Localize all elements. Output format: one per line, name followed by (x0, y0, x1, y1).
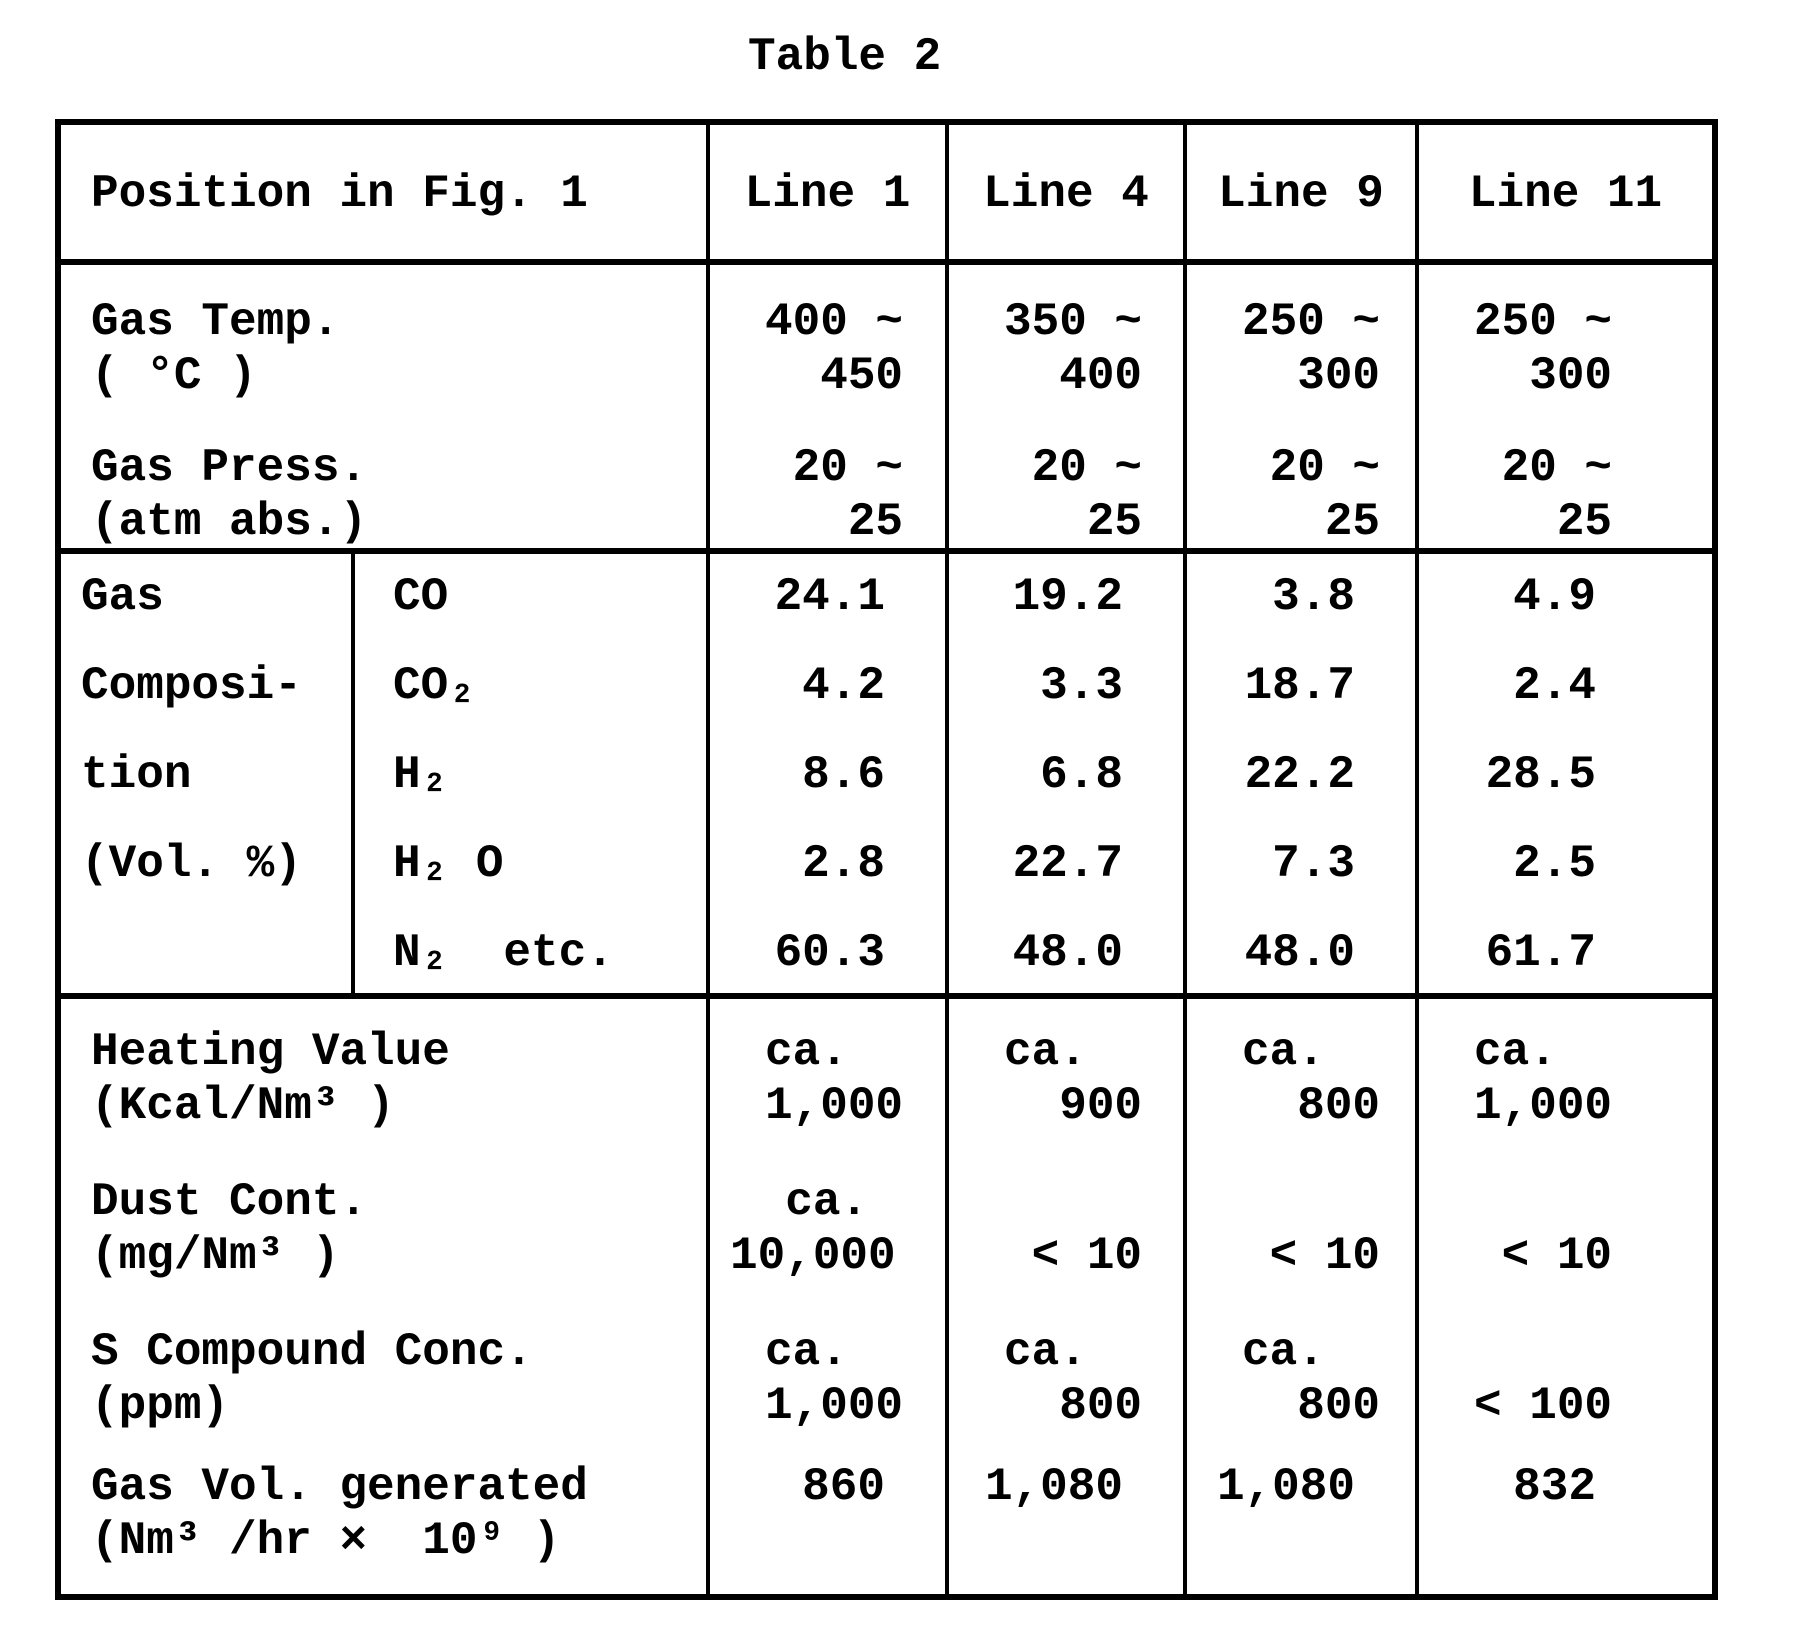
gas-temp-value-line-1: 400 ~ 450 (706, 265, 945, 417)
table-title: Table 2 (748, 31, 942, 83)
gas-press-value-line-11: 20 ~ 25 (1415, 417, 1712, 554)
dust-content-label: Dust Cont. (mg/Nm³ ) (91, 1176, 368, 1282)
dust-content-line-1: ca. 10,000 (706, 1149, 945, 1304)
s-compound-line-4: ca. 800 (945, 1304, 1183, 1444)
composition-group-label-word-5 (61, 910, 351, 999)
composition-group-label-word-2: Composi- (81, 660, 302, 712)
column-header-line-9: Line 9 (1183, 125, 1415, 265)
data-table: Position in Fig. 1 Line 1 Line 4 Line 9 … (55, 119, 1718, 1600)
gas-press-value-line-4: 20 ~ 25 (945, 417, 1183, 554)
h2o-value-line-9: 7.3 (1183, 821, 1415, 910)
column-header-line-11: Line 11 (1415, 125, 1712, 265)
n2-value-line-4: 48.0 (945, 910, 1183, 999)
co2-value-line-4: 3.3 (945, 643, 1183, 732)
h2-value-line-4: 6.8 (945, 732, 1183, 821)
co2-value-line-1: 4.2 (706, 643, 945, 732)
dust-content-line-4: < 10 (945, 1149, 1183, 1304)
species-label-h2: H₂ (351, 732, 706, 821)
h2o-value-line-1: 2.8 (706, 821, 945, 910)
co-value-line-1: 24.1 (706, 554, 945, 643)
gas-temp-value-line-11: 250 ~ 300 (1415, 265, 1712, 417)
co2-value-line-11: 2.4 (1415, 643, 1712, 732)
gas-volume-line-4: 1,080 (945, 1444, 1183, 1594)
species-label-co2: CO₂ (351, 643, 706, 732)
gas-volume-line-9: 1,080 (1183, 1444, 1415, 1594)
s-compound-line-9: ca. 800 (1183, 1304, 1415, 1444)
s-compound-label: S Compound Conc. (ppm) (91, 1326, 533, 1432)
co2-value-line-9: 18.7 (1183, 643, 1415, 732)
column-header-line-1: Line 1 (706, 125, 945, 265)
h2o-value-line-4: 22.7 (945, 821, 1183, 910)
co-value-line-4: 19.2 (945, 554, 1183, 643)
species-label-n2-etc: N₂ etc. (351, 910, 706, 999)
dust-content-line-11: < 10 (1415, 1149, 1712, 1304)
h2-value-line-9: 22.2 (1183, 732, 1415, 821)
n2-value-line-9: 48.0 (1183, 910, 1415, 999)
composition-group-label-word-1: Gas (81, 571, 164, 623)
h2o-value-line-11: 2.5 (1415, 821, 1712, 910)
gas-volume-label: Gas Vol. generated (Nm³ /hr × 10⁹ ) (91, 1461, 588, 1567)
composition-group-label-word-3: tion (81, 749, 192, 801)
n2-value-line-11: 61.7 (1415, 910, 1712, 999)
gas-volume-line-1: 860 (706, 1444, 945, 1594)
s-compound-line-1: ca. 1,000 (706, 1304, 945, 1444)
species-label-co: CO (351, 554, 706, 643)
gas-press-value-line-9: 20 ~ 25 (1183, 417, 1415, 554)
species-label-h2o: H₂ O (351, 821, 706, 910)
gas-volume-line-11: 832 (1415, 1444, 1712, 1594)
h2-value-line-1: 8.6 (706, 732, 945, 821)
s-compound-line-11: < 100 (1415, 1304, 1712, 1444)
n2-value-line-1: 60.3 (706, 910, 945, 999)
h2-value-line-11: 28.5 (1415, 732, 1712, 821)
heating-value-line-4: ca. 900 (945, 999, 1183, 1149)
header-position-label: Position in Fig. 1 (61, 125, 706, 265)
gas-press-value-line-1: 20 ~ 25 (706, 417, 945, 554)
column-header-line-4: Line 4 (945, 125, 1183, 265)
heating-value-line-1: ca. 1,000 (706, 999, 945, 1149)
heating-value-label: Heating Value (Kcal/Nm³ ) (91, 1026, 450, 1132)
heating-value-line-11: ca. 1,000 (1415, 999, 1712, 1149)
gas-temp-value-line-4: 350 ~ 400 (945, 265, 1183, 417)
composition-group-label-word-4: (Vol. %) (81, 838, 302, 890)
gas-temp-label: Gas Temp. ( °C ) (91, 296, 340, 402)
gas-press-label: Gas Press. (atm abs.) (61, 417, 706, 554)
gas-temp-value-line-9: 250 ~ 300 (1183, 265, 1415, 417)
co-value-line-9: 3.8 (1183, 554, 1415, 643)
heating-value-line-9: ca. 800 (1183, 999, 1415, 1149)
dust-content-line-9: < 10 (1183, 1149, 1415, 1304)
co-value-line-11: 4.9 (1415, 554, 1712, 643)
